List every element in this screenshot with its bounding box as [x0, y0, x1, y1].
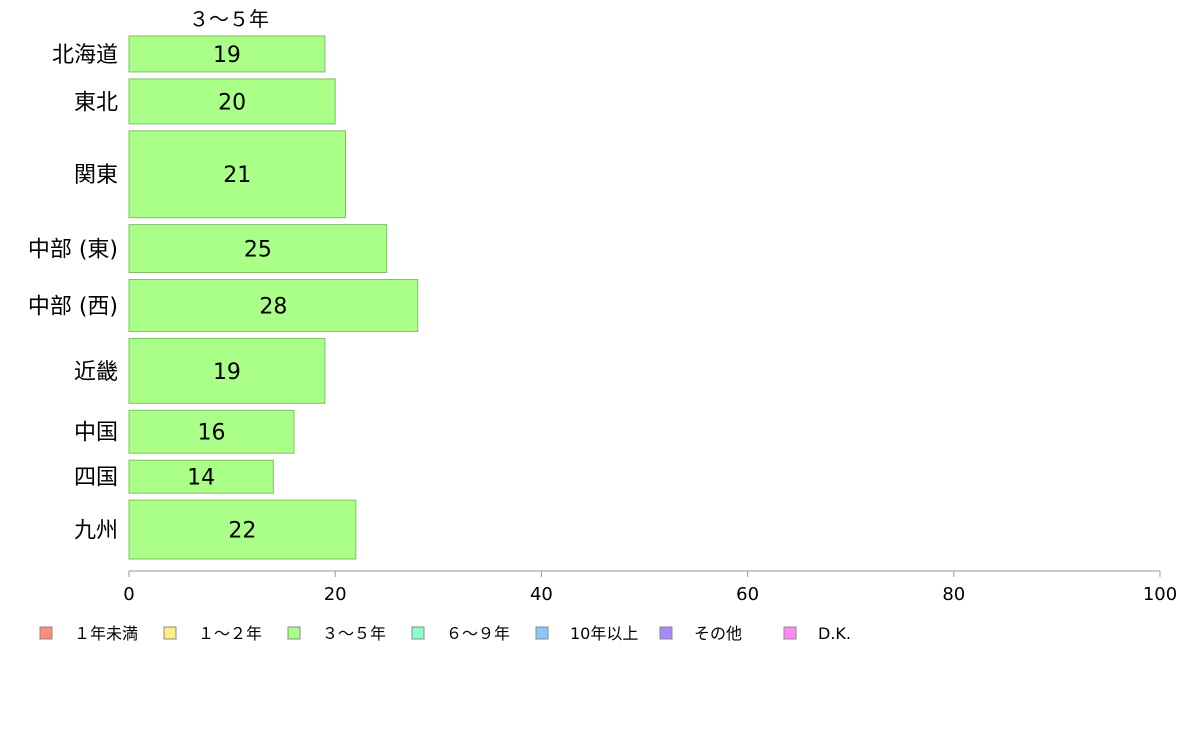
category-label: 中部 (東): [28, 238, 118, 263]
legend-swatch: [659, 626, 673, 640]
legend-label: その他: [694, 624, 742, 643]
x-tick-label: 100: [1143, 584, 1177, 605]
category-label: 九州: [74, 519, 118, 544]
x-tick-label: 20: [324, 584, 347, 605]
legend-label: 10年以上: [570, 624, 638, 643]
bar-value-label: 19: [213, 43, 241, 68]
legend-swatch: [39, 626, 53, 640]
category-label: 中部 (西): [28, 294, 118, 319]
category-label: 四国: [74, 466, 118, 491]
category-label: 東北: [74, 90, 118, 115]
legend-swatch: [163, 626, 177, 640]
legend-swatch: [783, 626, 797, 640]
bar-value-label: 28: [259, 294, 287, 319]
bar-6: [128, 337, 326, 404]
series-title: ３～５年: [189, 7, 269, 31]
legend-label: ３～５年: [322, 624, 386, 643]
bar-3: [128, 130, 347, 219]
x-axis: 0 20 40 60 80 100: [123, 570, 1177, 605]
category-label: 北海道: [52, 43, 118, 68]
bar-value-label: 22: [228, 519, 256, 544]
legend-label: D.K.: [818, 624, 851, 643]
bars-group: 19 北海道 20 東北 21 関東 25 中部 (東) 28 中部 (西) 19 近畿 16 中国 14 四…: [28, 35, 419, 560]
legend-label: ６～９年: [446, 624, 510, 643]
category-label: 中国: [74, 421, 118, 446]
bar-value-label: 19: [213, 360, 241, 385]
legend-swatch: [411, 626, 425, 640]
x-tick-label: 40: [530, 584, 553, 605]
category-label: 近畿: [74, 360, 118, 385]
bar-value-label: 14: [187, 466, 215, 491]
bar-2: [128, 78, 336, 125]
x-tick-label: 60: [736, 584, 759, 605]
bar-value-label: 16: [197, 421, 225, 446]
legend-swatch: [287, 626, 301, 640]
legend: １年未満 １～２年 ３～５年 ６～９年 10年以上 その他 D.K.: [39, 624, 851, 643]
bar-value-label: 25: [244, 238, 272, 263]
x-tick-label: 80: [942, 584, 965, 605]
legend-label: １年未満: [74, 624, 138, 643]
bar-9: [128, 499, 357, 560]
bar-4: [128, 224, 388, 274]
legend-label: １～２年: [198, 624, 262, 643]
bar-value-label: 21: [223, 163, 251, 188]
bar-5: [128, 279, 419, 332]
bar-7: [128, 409, 295, 454]
bar-8: [128, 459, 274, 494]
bar-value-label: 20: [218, 90, 246, 115]
x-tick-label: 0: [123, 584, 134, 605]
bar-1: [128, 35, 326, 73]
category-label: 関東: [74, 163, 118, 188]
legend-swatch: [535, 626, 549, 640]
